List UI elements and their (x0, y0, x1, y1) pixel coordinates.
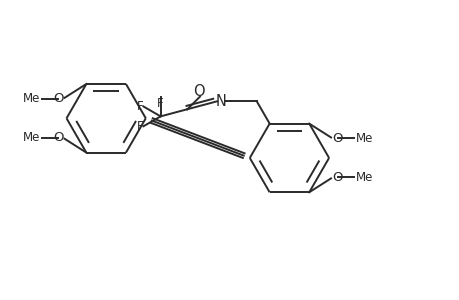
Text: Me: Me (355, 132, 372, 145)
Text: F: F (157, 97, 163, 110)
Text: Me: Me (355, 171, 372, 184)
Text: F: F (136, 120, 143, 133)
Text: O: O (53, 131, 63, 144)
Text: O: O (192, 84, 204, 99)
Text: N: N (215, 94, 226, 109)
Text: O: O (53, 92, 63, 105)
Text: F: F (136, 100, 143, 113)
Text: Me: Me (22, 131, 39, 144)
Text: O: O (331, 132, 342, 145)
Text: Me: Me (22, 92, 39, 105)
Text: O: O (331, 171, 342, 184)
